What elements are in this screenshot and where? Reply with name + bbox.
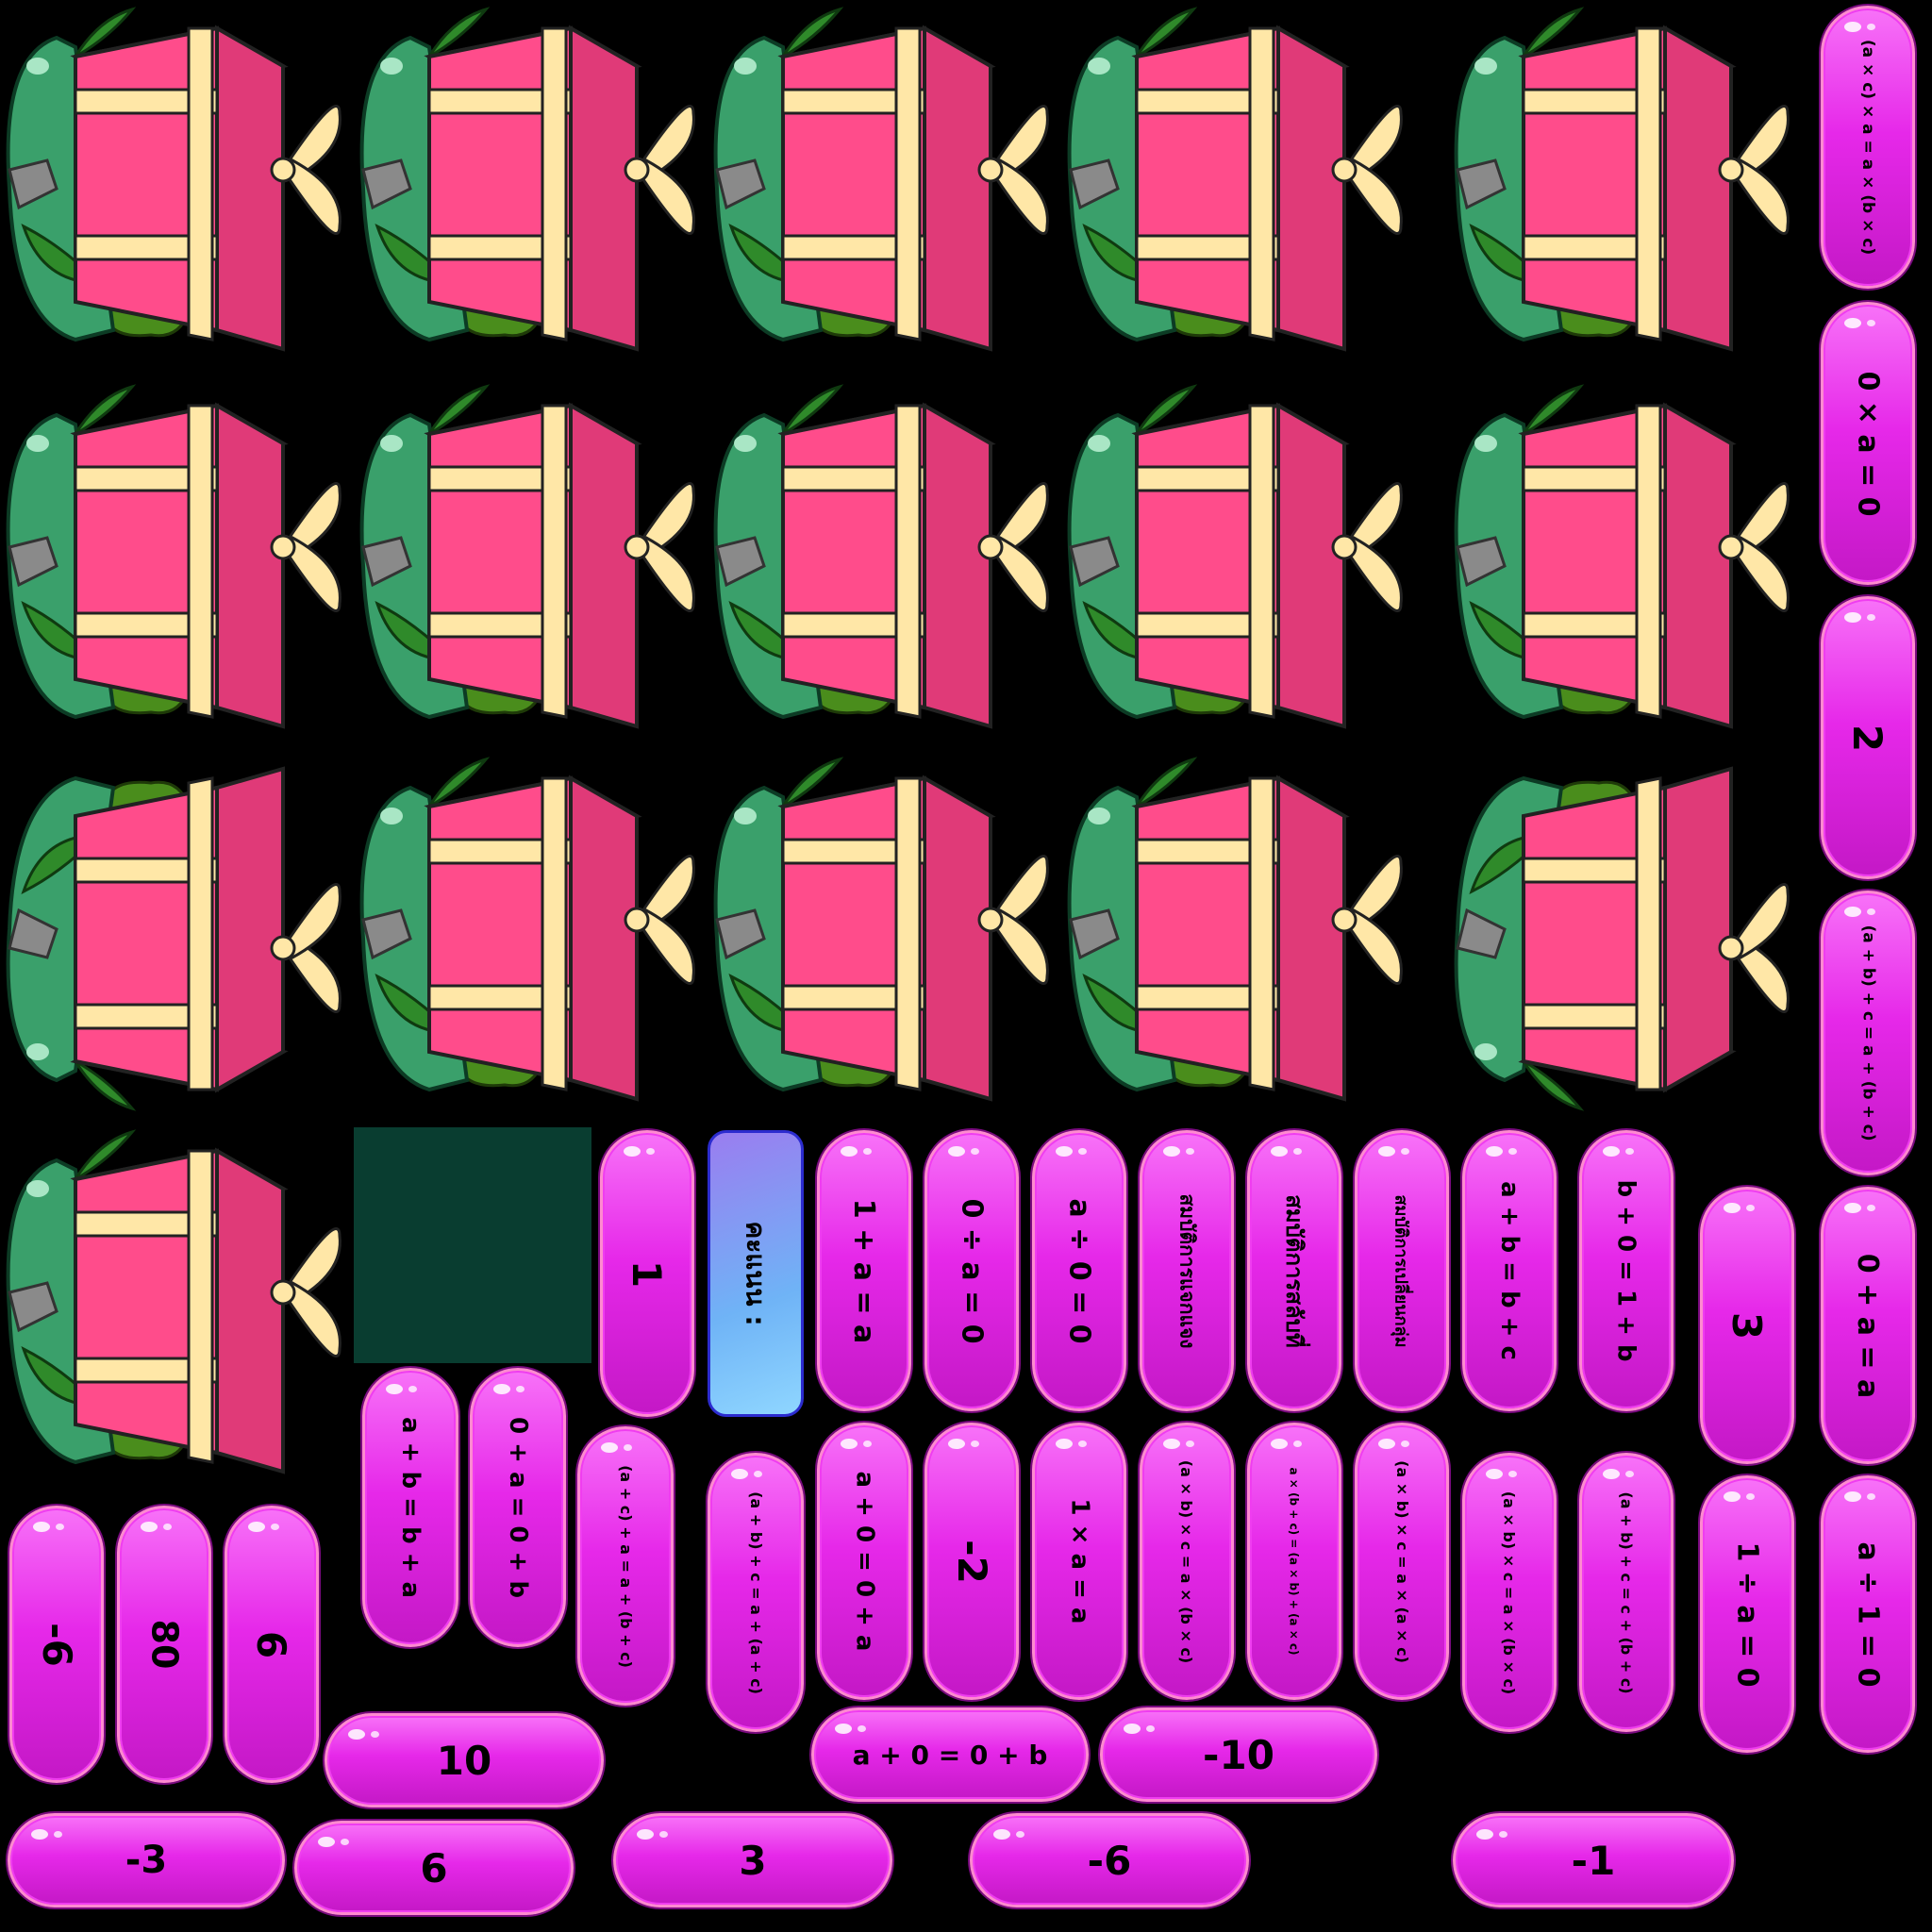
gift-box-icon[interactable] <box>1448 0 1807 368</box>
answer-tile[interactable]: -3 <box>8 1813 285 1907</box>
answer-tile[interactable]: -2 <box>924 1423 1019 1700</box>
gift-box-icon[interactable] <box>1448 750 1807 1118</box>
answer-tile[interactable]: 1 <box>600 1130 694 1417</box>
answer-tile[interactable]: สมบัติการสลับที่ <box>1247 1130 1341 1411</box>
answer-tile[interactable]: a ÷ 1 = 0 <box>1821 1475 1915 1753</box>
answer-tile[interactable]: (a × b) × c = a × (b × c) <box>1140 1423 1234 1700</box>
gift-box-icon[interactable] <box>354 0 712 368</box>
answer-tile[interactable]: 0 + a = 0 + b <box>470 1368 566 1647</box>
answer-tile[interactable]: a + 0 = 0 + b <box>811 1707 1089 1802</box>
answer-tile[interactable]: 6 <box>225 1506 319 1783</box>
gift-box-icon[interactable] <box>0 1123 358 1491</box>
gift-box-icon[interactable] <box>354 377 712 745</box>
answer-tile[interactable]: b + 0 = 1 + b <box>1579 1130 1674 1411</box>
answer-tile[interactable]: -10 <box>1100 1707 1377 1802</box>
score-display: คะแนน : <box>708 1130 804 1417</box>
answer-tile[interactable]: 3 <box>1700 1187 1794 1464</box>
gift-box-icon[interactable] <box>1061 377 1420 745</box>
answer-tile[interactable]: a × (b + c) = (a × b) + (a × c) <box>1247 1423 1341 1700</box>
answer-tile[interactable]: 3 <box>613 1813 892 1907</box>
answer-tile[interactable]: a + b = b + c <box>1462 1130 1557 1411</box>
gift-box-icon[interactable] <box>0 377 358 745</box>
answer-tile[interactable]: 1 + a = a <box>817 1130 911 1411</box>
gift-box-icon[interactable] <box>1061 0 1420 368</box>
answer-tile[interactable]: a + 0 = 0 + a <box>817 1423 911 1700</box>
answer-tile[interactable]: (a + b) + c = a + (a + c) <box>708 1453 804 1732</box>
dark-panel <box>354 1127 591 1363</box>
answer-tile[interactable]: (a + c) + a = a + (b + c) <box>577 1426 674 1706</box>
answer-tile[interactable]: 0 + a = a <box>1821 1187 1915 1464</box>
gift-box-icon[interactable] <box>1061 750 1420 1118</box>
answer-tile[interactable]: (a + b) + c = c + (b + c) <box>1579 1453 1674 1732</box>
gift-box-icon[interactable] <box>708 0 1066 368</box>
gift-box-icon[interactable] <box>708 750 1066 1118</box>
answer-tile[interactable]: a ÷ 0 = 0 <box>1032 1130 1126 1411</box>
answer-tile[interactable]: 2 <box>1821 596 1915 879</box>
answer-tile[interactable]: 10 <box>325 1713 604 1807</box>
gift-box-icon[interactable] <box>0 750 358 1118</box>
answer-tile[interactable]: สมบัติการเปลี่ยนกลุ่ม <box>1355 1130 1449 1411</box>
answer-tile[interactable]: a + b = b + a <box>362 1368 458 1647</box>
gift-box-icon[interactable] <box>0 0 358 368</box>
gift-box-icon[interactable] <box>708 377 1066 745</box>
answer-tile[interactable]: (a × b) × c = a × (a × c) <box>1355 1423 1449 1700</box>
answer-tile[interactable]: 0 ÷ a = 0 <box>924 1130 1019 1411</box>
answer-tile[interactable]: -6 <box>970 1813 1249 1907</box>
answer-tile[interactable]: -6 <box>9 1506 104 1783</box>
answer-tile[interactable]: 80 <box>117 1506 211 1783</box>
answer-tile[interactable]: 6 <box>294 1821 574 1915</box>
gift-box-icon[interactable] <box>354 750 712 1118</box>
answer-tile[interactable]: (a × b) × c = a × (b × c) <box>1462 1453 1557 1732</box>
answer-tile[interactable]: 1 × a = a <box>1032 1423 1126 1700</box>
answer-tile[interactable]: สมบัติการแจกแจง <box>1140 1130 1234 1411</box>
answer-tile[interactable]: (a + b) + c = a + (b + c) <box>1821 891 1915 1175</box>
gift-box-icon[interactable] <box>1448 377 1807 745</box>
answer-tile[interactable]: (a × c) × a = a × (b × c) <box>1821 6 1915 289</box>
answer-tile[interactable]: 1 ÷ a = 0 <box>1700 1475 1794 1753</box>
answer-tile[interactable]: 0 × a = 0 <box>1821 302 1915 585</box>
answer-tile[interactable]: -1 <box>1453 1813 1734 1907</box>
